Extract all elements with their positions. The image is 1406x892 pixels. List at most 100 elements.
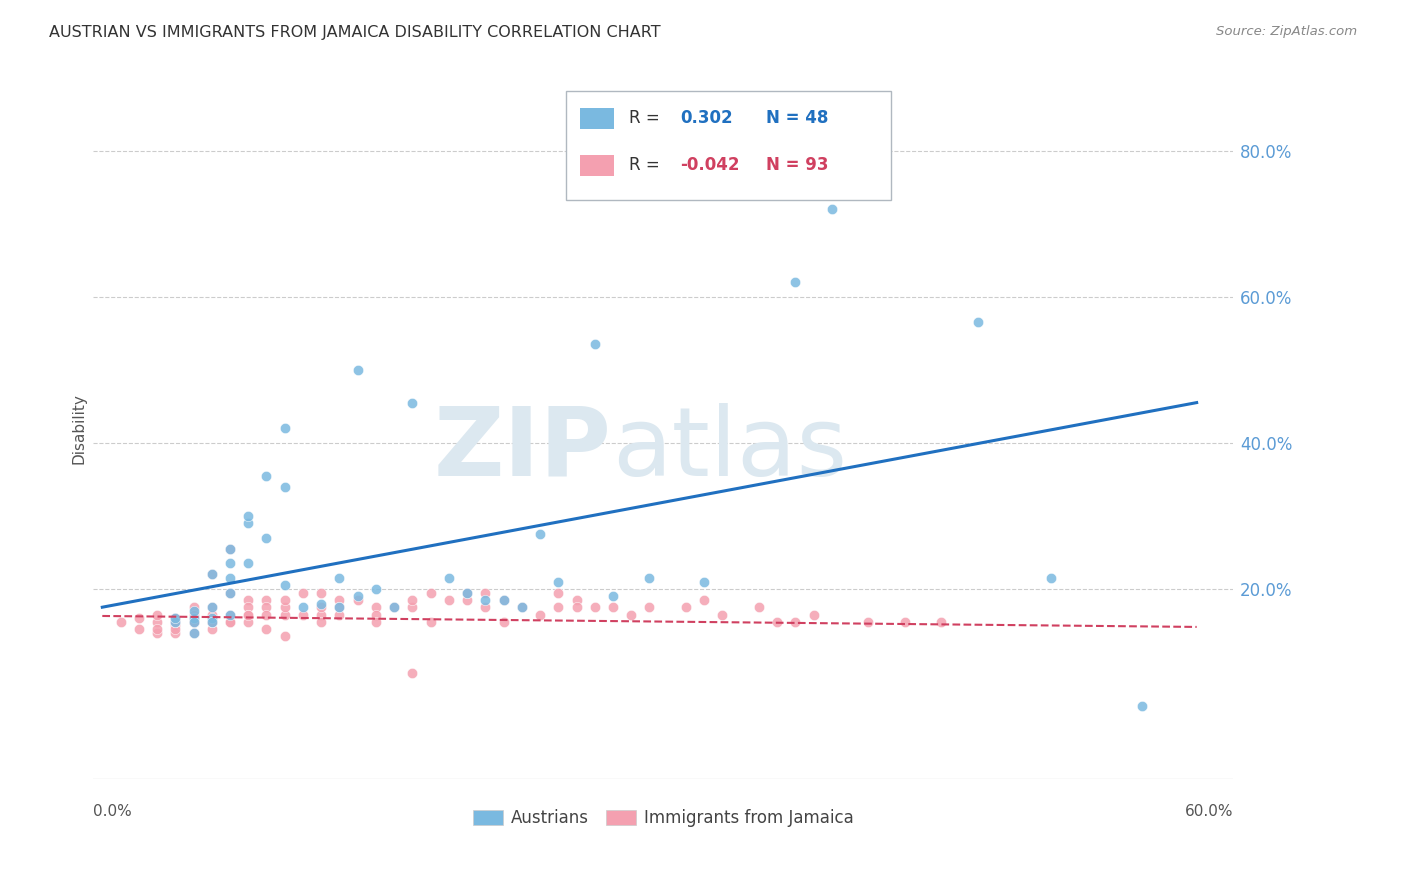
Point (201, 600, 224, 615)
Point (547, 600, 569, 615)
Point (146, 607, 169, 622)
Point (183, 615, 205, 629)
Point (474, 585, 496, 599)
Point (219, 585, 242, 599)
Point (165, 611, 187, 625)
Point (256, 622, 278, 636)
Point (529, 607, 551, 622)
Point (201, 615, 224, 629)
Point (328, 607, 350, 622)
Point (183, 604, 205, 618)
Text: ZIP: ZIP (434, 402, 612, 496)
Point (547, 585, 569, 599)
Point (256, 607, 278, 622)
Point (201, 622, 224, 636)
FancyBboxPatch shape (567, 92, 891, 200)
Point (238, 600, 260, 615)
Point (583, 337, 606, 351)
Point (382, 600, 405, 615)
Point (328, 600, 350, 615)
Point (183, 611, 205, 625)
Point (219, 615, 242, 629)
Point (219, 541, 242, 556)
Point (201, 615, 224, 629)
Point (1130, 698, 1153, 713)
Point (492, 593, 515, 607)
Point (456, 593, 478, 607)
Point (858, 615, 880, 629)
Point (183, 611, 205, 625)
Point (128, 611, 150, 625)
Point (110, 615, 132, 629)
Point (565, 600, 588, 615)
Point (492, 615, 515, 629)
Point (565, 593, 588, 607)
Point (675, 600, 697, 615)
Point (146, 622, 169, 636)
Point (346, 362, 368, 376)
Point (401, 395, 423, 409)
Point (966, 315, 988, 329)
Point (238, 607, 260, 622)
Y-axis label: Disability: Disability (72, 392, 86, 464)
Point (201, 611, 224, 625)
Text: N = 93: N = 93 (766, 156, 828, 174)
Point (785, 275, 807, 289)
Point (766, 615, 789, 629)
Point (821, 202, 844, 216)
Point (785, 615, 807, 629)
Point (183, 607, 205, 622)
Point (309, 615, 332, 629)
Point (748, 600, 770, 615)
Point (165, 615, 187, 629)
Point (309, 600, 332, 615)
Point (183, 615, 205, 629)
Point (238, 557, 260, 571)
Point (547, 574, 569, 589)
Point (238, 508, 260, 523)
Point (238, 516, 260, 531)
Legend: Austrians, Immigrants from Jamaica: Austrians, Immigrants from Jamaica (465, 803, 860, 834)
Point (256, 593, 278, 607)
Point (638, 600, 661, 615)
Point (273, 600, 295, 615)
Point (364, 615, 387, 629)
Point (183, 615, 205, 629)
Point (602, 600, 624, 615)
Point (291, 585, 314, 599)
Point (238, 615, 260, 629)
Point (364, 582, 387, 596)
Point (602, 589, 624, 603)
Text: 0.302: 0.302 (681, 109, 733, 128)
Point (328, 571, 350, 585)
Point (492, 593, 515, 607)
Point (583, 600, 606, 615)
Point (165, 615, 187, 629)
Point (219, 615, 242, 629)
Point (401, 600, 423, 615)
Point (437, 571, 460, 585)
Point (256, 531, 278, 545)
Point (437, 593, 460, 607)
Point (803, 607, 825, 622)
Point (219, 557, 242, 571)
Text: 0.0%: 0.0% (93, 804, 132, 819)
Point (201, 615, 224, 629)
Point (146, 615, 169, 629)
Point (364, 600, 387, 615)
Point (474, 593, 496, 607)
Point (165, 611, 187, 625)
Point (309, 607, 332, 622)
FancyBboxPatch shape (579, 108, 614, 128)
Text: atlas: atlas (612, 402, 846, 496)
Text: R =: R = (628, 109, 665, 128)
Point (929, 615, 952, 629)
Point (620, 607, 643, 622)
Point (256, 600, 278, 615)
Point (201, 567, 224, 582)
Point (201, 615, 224, 629)
Point (183, 625, 205, 640)
Point (291, 600, 314, 615)
Point (219, 607, 242, 622)
Point (309, 585, 332, 599)
